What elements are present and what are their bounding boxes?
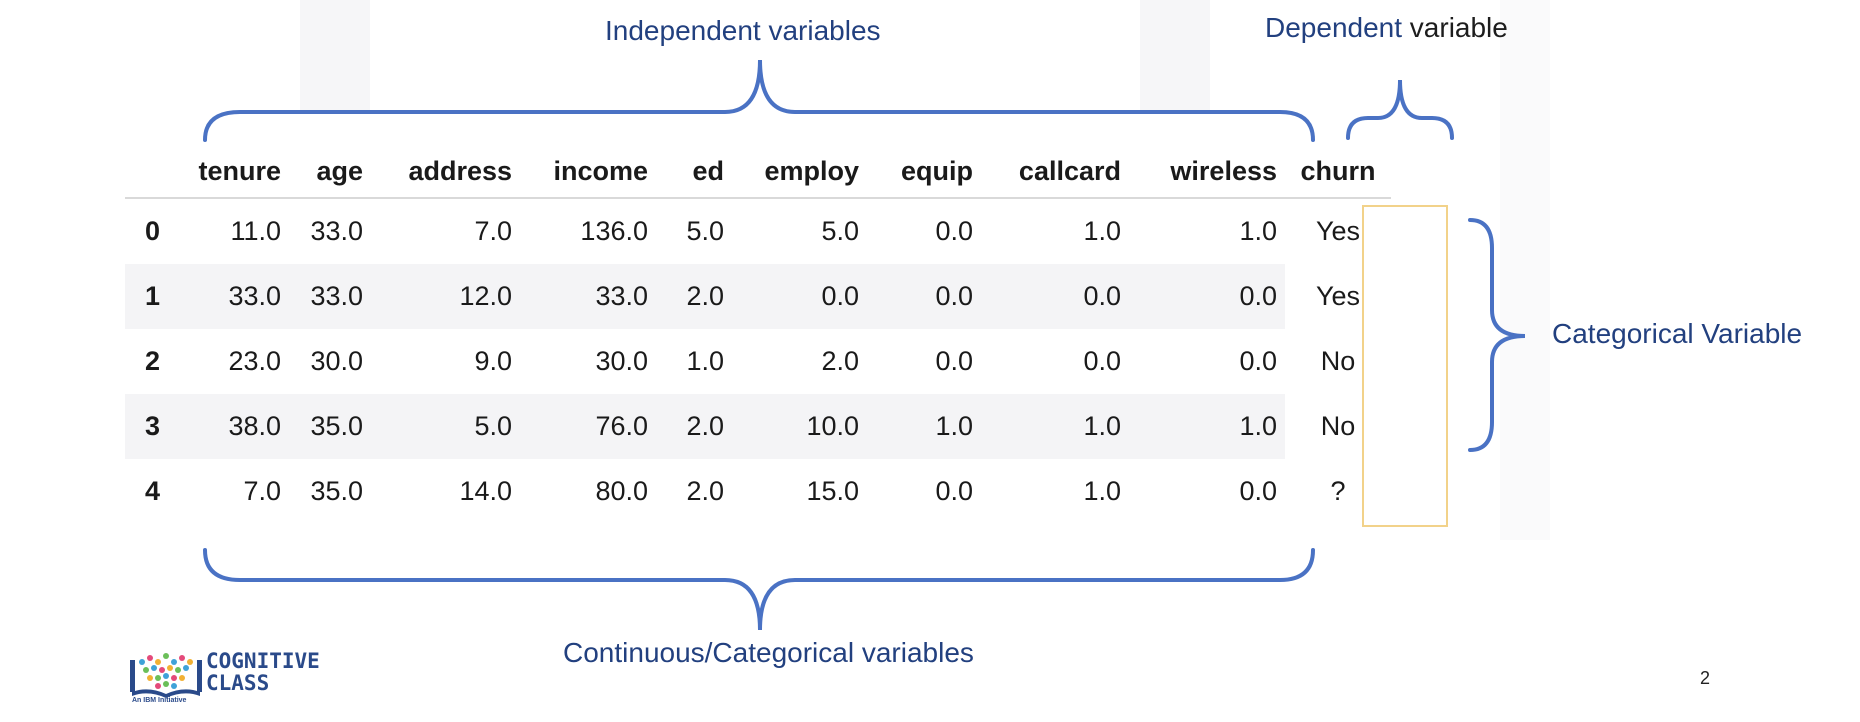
table-cell: 1.0 bbox=[867, 394, 981, 459]
table-cell: 1.0 bbox=[981, 394, 1129, 459]
churn-cell: No bbox=[1320, 411, 1356, 441]
table-cell: 35.0 bbox=[289, 394, 371, 459]
column-header: address bbox=[371, 145, 520, 199]
column-header-churn: churn bbox=[1285, 145, 1391, 199]
table-cell: 35.0 bbox=[310, 476, 363, 506]
background-artifact bbox=[1140, 0, 1210, 110]
churn-highlight-box bbox=[1362, 205, 1448, 527]
table-cell: 30.0 bbox=[595, 346, 648, 376]
continuous-categorical-label: Continuous/Categorical variables bbox=[563, 637, 974, 668]
table-cell: 0.0 bbox=[1239, 346, 1277, 376]
table-cell: 12.0 bbox=[371, 264, 520, 329]
table-cell: 1.0 bbox=[1239, 216, 1277, 246]
table-cell: 7.0 bbox=[474, 216, 512, 246]
churn-cell: Yes bbox=[1315, 216, 1361, 246]
column-header: income bbox=[520, 145, 656, 199]
table-cell: 0.0 bbox=[935, 216, 973, 246]
row-index: 4 bbox=[145, 476, 161, 506]
table-cell: 2.0 bbox=[686, 476, 724, 506]
table-row: 0 11.0 33.0 7.0 136.0 5.0 5.0 0.0 1.0 1.… bbox=[125, 198, 1391, 264]
column-header: ed bbox=[656, 145, 732, 199]
table-row: 1 33.0 33.0 12.0 33.0 2.0 0.0 0.0 0.0 0.… bbox=[125, 264, 1391, 329]
table-cell: 1.0 bbox=[1083, 216, 1121, 246]
table-cell: 2.0 bbox=[821, 346, 859, 376]
index-header bbox=[125, 145, 179, 199]
table-cell: 0.0 bbox=[1239, 476, 1277, 506]
dependent-rest: variable bbox=[1402, 12, 1508, 43]
table-cell: 33.0 bbox=[520, 264, 656, 329]
table-cell: 10.0 bbox=[732, 394, 867, 459]
table-cell: 0.0 bbox=[981, 264, 1129, 329]
row-index: 0 bbox=[145, 216, 161, 246]
logo-tagline: An IBM Initiative bbox=[132, 697, 187, 704]
brace-continuous bbox=[203, 548, 1315, 631]
table-header-row: tenure age address income ed employ equi… bbox=[125, 145, 1391, 199]
table-cell: 30.0 bbox=[310, 346, 363, 376]
logo-wordmark: COGNITIVE CLASS bbox=[206, 650, 320, 694]
churn-cell: Yes bbox=[1315, 281, 1361, 311]
table-cell: 0.0 bbox=[935, 476, 973, 506]
table-cell: 33.0 bbox=[310, 216, 363, 246]
table-cell: 0.0 bbox=[867, 264, 981, 329]
table-cell: 9.0 bbox=[474, 346, 512, 376]
brace-categorical bbox=[1468, 218, 1526, 452]
column-header: employ bbox=[732, 145, 867, 199]
table-cell: 33.0 bbox=[179, 264, 289, 329]
table-cell: 33.0 bbox=[289, 264, 371, 329]
table-cell: 5.0 bbox=[686, 216, 724, 246]
cognitive-class-logo: COGNITIVE CLASS An IBM Initiative bbox=[128, 650, 338, 708]
table-cell: 14.0 bbox=[459, 476, 512, 506]
table-cell: 23.0 bbox=[228, 346, 281, 376]
column-header: equip bbox=[867, 145, 981, 199]
column-header: callcard bbox=[981, 145, 1129, 199]
table-row: 4 7.0 35.0 14.0 80.0 2.0 15.0 0.0 1.0 0.… bbox=[125, 459, 1391, 524]
table-cell: 11.0 bbox=[230, 216, 281, 246]
brace-dependent bbox=[1346, 79, 1454, 140]
table-cell: 2.0 bbox=[656, 394, 732, 459]
row-index: 3 bbox=[125, 394, 179, 459]
table-cell: 0.0 bbox=[1129, 264, 1285, 329]
row-index: 1 bbox=[125, 264, 179, 329]
row-index: 2 bbox=[145, 346, 161, 376]
logo-line1: COGNITIVE bbox=[206, 649, 320, 673]
column-header: tenure bbox=[179, 145, 289, 199]
table-cell: 5.0 bbox=[371, 394, 520, 459]
categorical-variable-label: Categorical Variable bbox=[1552, 318, 1803, 349]
column-header: age bbox=[289, 145, 371, 199]
table-cell: 0.0 bbox=[732, 264, 867, 329]
table-row: 3 38.0 35.0 5.0 76.0 2.0 10.0 1.0 1.0 1.… bbox=[125, 394, 1391, 459]
brace-independent bbox=[203, 59, 1315, 142]
logo-line2: CLASS bbox=[206, 671, 270, 695]
table-cell: 76.0 bbox=[520, 394, 656, 459]
table-cell: 1.0 bbox=[1083, 476, 1121, 506]
table-cell: 80.0 bbox=[595, 476, 648, 506]
table-cell: 38.0 bbox=[179, 394, 289, 459]
page-number: 2 bbox=[1700, 668, 1711, 688]
table-cell: 7.0 bbox=[243, 476, 281, 506]
dependent-variable-label: Dependent variable bbox=[1265, 12, 1508, 44]
table-cell: 0.0 bbox=[1083, 346, 1121, 376]
book-icon bbox=[130, 653, 202, 698]
column-header: wireless bbox=[1129, 145, 1285, 199]
table-cell: 5.0 bbox=[821, 216, 859, 246]
table-row: 2 23.0 30.0 9.0 30.0 1.0 2.0 0.0 0.0 0.0… bbox=[125, 329, 1391, 394]
table-cell: 0.0 bbox=[935, 346, 973, 376]
table-cell: 136.0 bbox=[580, 216, 648, 246]
dependent-highlight: Dependent bbox=[1265, 12, 1403, 43]
table-cell: 15.0 bbox=[806, 476, 859, 506]
dataframe-table: tenure age address income ed employ equi… bbox=[125, 145, 1391, 524]
background-artifact bbox=[300, 0, 370, 110]
table-cell: 1.0 bbox=[1129, 394, 1285, 459]
table-cell: 2.0 bbox=[656, 264, 732, 329]
independent-variables-label: Independent variables bbox=[605, 15, 881, 46]
background-artifact bbox=[1500, 0, 1550, 540]
churn-cell: ? bbox=[1330, 476, 1346, 506]
table-cell: 1.0 bbox=[686, 346, 724, 376]
churn-cell: No bbox=[1320, 346, 1356, 376]
